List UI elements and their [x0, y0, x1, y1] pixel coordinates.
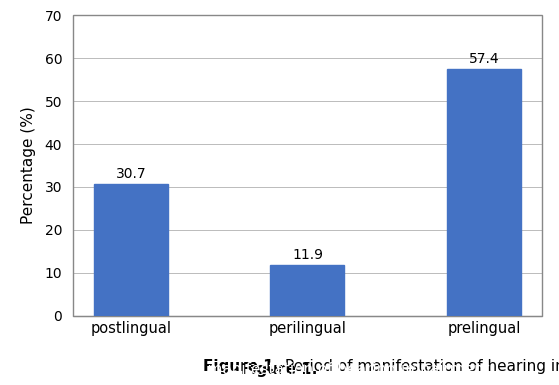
- Text: Period of manifestation of hearing impairment.: Period of manifestation of hearing impai…: [280, 359, 559, 374]
- Text: Figure 1.: Figure 1.: [241, 362, 318, 377]
- Bar: [271, 264, 344, 316]
- Bar: [447, 69, 521, 316]
- Text: 11.9: 11.9: [292, 248, 323, 262]
- Text: 57.4: 57.4: [468, 52, 499, 67]
- Bar: [73, 15, 542, 316]
- Text: Figure 1.: Figure 1.: [203, 359, 280, 374]
- Text: 30.7: 30.7: [116, 167, 146, 181]
- Bar: [94, 184, 168, 316]
- Text: Figure 1. Period of manifestation of hearing impairment.: Figure 1. Period of manifestation of hea…: [64, 362, 495, 377]
- Y-axis label: Percentage (%): Percentage (%): [21, 107, 36, 224]
